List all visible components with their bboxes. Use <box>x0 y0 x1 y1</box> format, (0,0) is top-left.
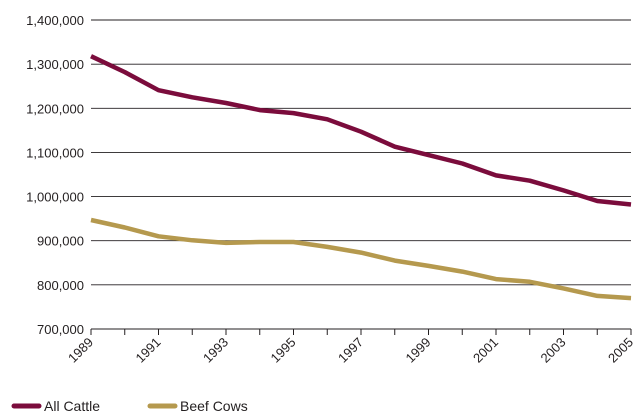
x-tick-label: 1999 <box>403 335 434 366</box>
y-tick-label: 700,000 <box>37 322 84 337</box>
y-axis-tick-labels: 700,000 800,000 900,000 1,000,000 1,100,000 1… <box>26 13 84 337</box>
series-lines <box>90 54 632 301</box>
x-axis-ticks: 1989 1991 1993 1995 1997 1999 2001 2003 2005 <box>65 329 636 366</box>
y-tick-label: 800,000 <box>37 278 84 293</box>
x-tick-label: 2003 <box>538 335 569 366</box>
x-tick-label: 1995 <box>268 335 299 366</box>
series-line-all-cattle <box>90 54 632 207</box>
grid-lines <box>91 19 631 286</box>
y-tick-label: 1,100,000 <box>26 145 84 160</box>
y-tick-label: 900,000 <box>37 234 84 249</box>
x-tick-label: 2001 <box>470 335 501 366</box>
y-tick-label: 1,200,000 <box>26 101 84 116</box>
legend-label-all-cattle: All Cattle <box>44 398 100 412</box>
x-tick-label: 1991 <box>133 335 164 366</box>
legend: All Cattle Beef Cows <box>11 398 248 412</box>
x-tick-label: 1989 <box>65 335 96 366</box>
legend-label-beef-cows: Beef Cows <box>180 398 248 412</box>
x-tick-label: 2005 <box>605 335 636 366</box>
y-tick-label: 1,300,000 <box>26 57 84 72</box>
x-tick-label: 1997 <box>335 335 366 366</box>
y-tick-label: 1,400,000 <box>26 13 84 28</box>
x-tick-label: 1993 <box>200 335 231 366</box>
y-tick-label: 1,000,000 <box>26 190 84 205</box>
series-line-beef-cows <box>90 217 632 301</box>
